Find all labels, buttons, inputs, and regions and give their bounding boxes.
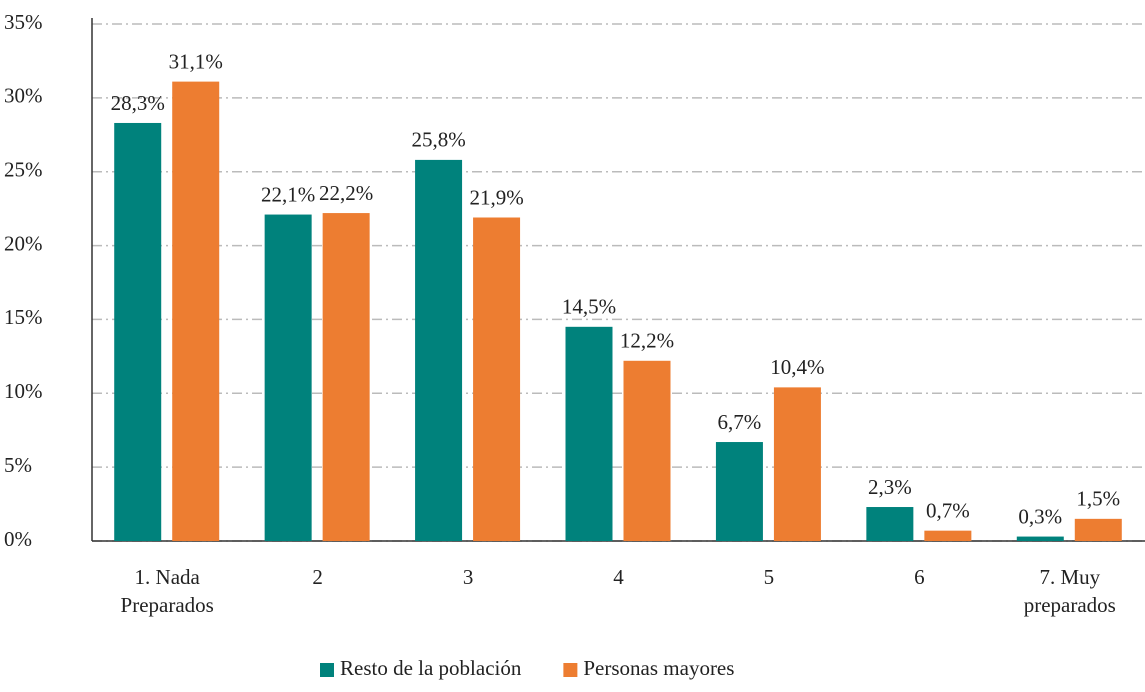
legend-label: Resto de la población	[340, 656, 522, 680]
bar	[623, 360, 671, 541]
bar	[473, 217, 521, 541]
bar	[1016, 536, 1064, 541]
x-tick-label: 7. Muy preparados	[1023, 565, 1116, 617]
x-tick-label: 2	[312, 565, 323, 589]
x-tick-label: 3	[462, 565, 474, 589]
value-label: 2,3%	[868, 475, 912, 499]
legend-label: Personas mayores	[583, 656, 734, 680]
value-label: 0,7%	[926, 498, 970, 522]
x-tick-label: 6	[914, 565, 925, 589]
bar	[415, 159, 463, 541]
bar	[565, 326, 613, 541]
legend-swatch	[563, 663, 578, 677]
bar	[322, 213, 370, 541]
y-tick-label: 30%	[4, 84, 43, 108]
value-label: 14,5%	[562, 295, 616, 319]
x-tick-label: 1. Nada Preparados	[120, 565, 214, 617]
bar	[114, 122, 162, 542]
value-label: 10,4%	[770, 355, 824, 379]
y-tick-label: 0%	[4, 527, 32, 551]
value-label: 25,8%	[411, 128, 465, 152]
value-label: 31,1%	[169, 49, 223, 73]
value-label: 28,3%	[111, 91, 165, 115]
y-tick-label: 10%	[4, 379, 43, 403]
x-tick-label: 4	[613, 565, 624, 589]
bar	[264, 214, 312, 541]
y-tick-label: 20%	[4, 231, 43, 255]
value-label: 0,3%	[1018, 504, 1062, 528]
bar	[715, 442, 763, 541]
bar	[866, 507, 914, 541]
x-tick-label: 5	[763, 565, 775, 589]
bar	[773, 387, 821, 541]
value-label: 1,5%	[1076, 487, 1120, 511]
y-tick-label: 15%	[4, 305, 43, 329]
value-label: 22,1%	[261, 182, 315, 206]
bar	[172, 81, 220, 541]
y-tick-label: 5%	[4, 453, 32, 477]
bar	[924, 530, 972, 541]
legend-swatch	[320, 663, 334, 677]
value-label: 22,2%	[319, 181, 373, 205]
value-label: 21,9%	[469, 185, 523, 209]
y-tick-label: 35%	[4, 10, 43, 34]
value-label: 12,2%	[620, 329, 674, 353]
bar	[1074, 518, 1122, 541]
value-label: 6,7%	[718, 410, 762, 434]
y-tick-label: 25%	[4, 158, 43, 182]
